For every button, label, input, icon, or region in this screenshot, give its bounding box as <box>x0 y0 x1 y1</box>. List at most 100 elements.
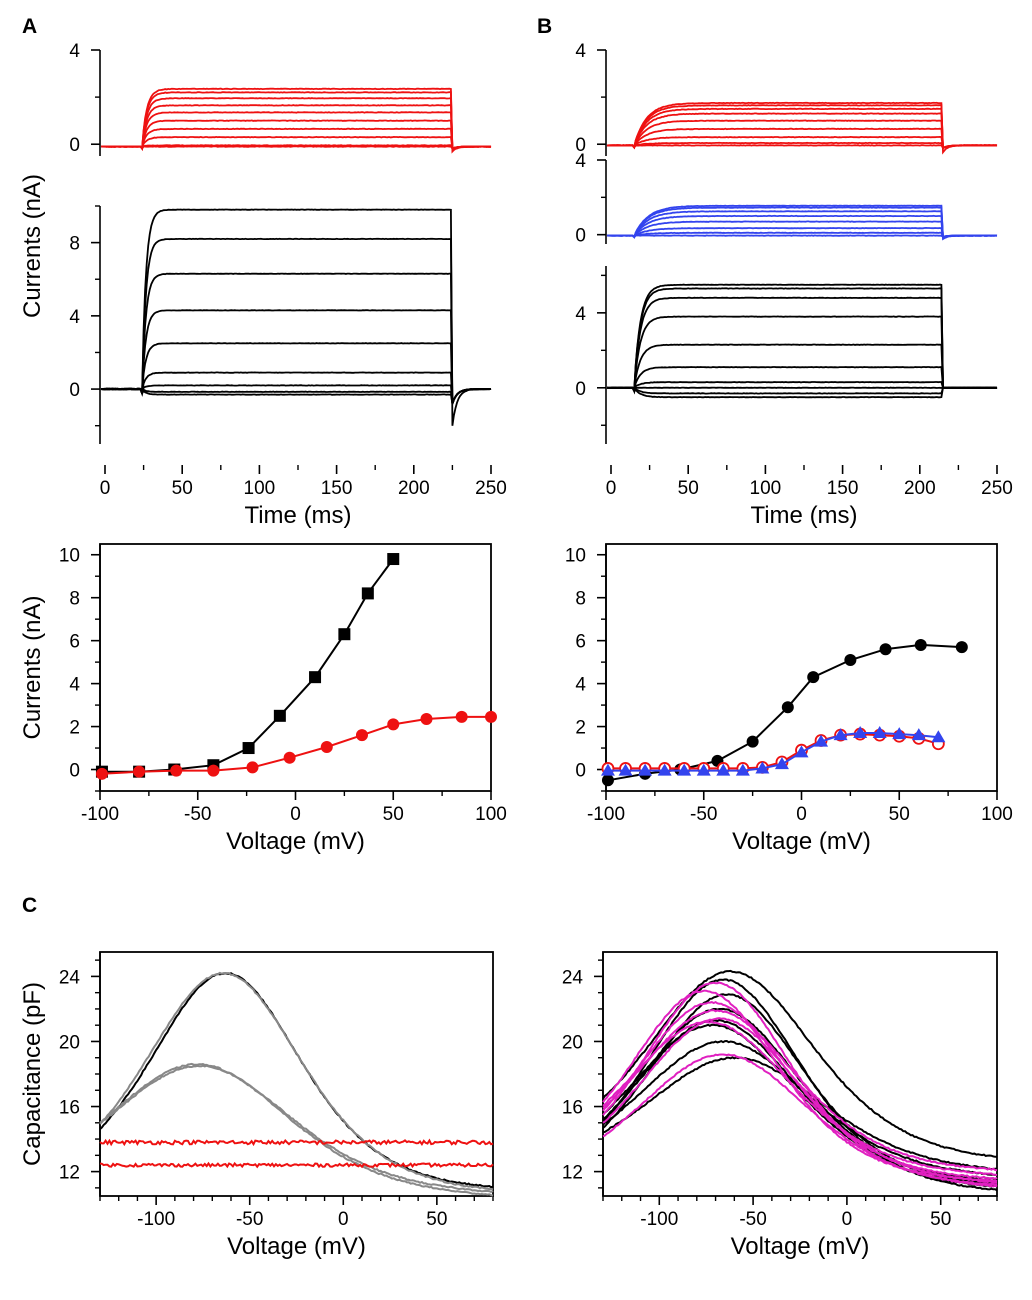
trace-blue <box>606 226 998 239</box>
x-axis-tick-label: -50 <box>739 1209 766 1230</box>
data-point-triangle <box>618 763 633 776</box>
data-point-circle <box>455 710 468 723</box>
capacitance-curve-magenta <box>602 989 998 1183</box>
x-axis-tick-label: 0 <box>842 1209 853 1230</box>
x-axis-label: Voltage (mV) <box>732 828 871 855</box>
data-point-square <box>242 742 255 755</box>
x-axis-tick-label: 250 <box>981 478 1013 499</box>
y-axis-tick-label: 8 <box>575 589 586 610</box>
x-axis-tick-label: 100 <box>981 804 1013 825</box>
data-point-circle <box>170 764 183 777</box>
trace-blue <box>607 206 998 239</box>
y-axis-tick-label: 0 <box>575 761 586 782</box>
data-point-circle <box>246 761 259 774</box>
data-point-triangle <box>814 734 829 747</box>
data-point-triangle <box>657 763 672 776</box>
data-point-triangle <box>774 757 789 770</box>
data-point-square <box>387 553 400 566</box>
data-point-triangle <box>794 745 809 758</box>
panel-label-a: A <box>22 15 37 38</box>
x-axis-tick-label: 50 <box>889 804 910 825</box>
x-axis-tick-label: 50 <box>383 804 404 825</box>
trace-blue <box>607 214 998 239</box>
trace-black <box>101 371 492 405</box>
data-point-square <box>273 709 286 722</box>
trace-black <box>606 386 997 399</box>
y-axis-tick-label: 24 <box>59 967 81 988</box>
y-axis-tick-label: 2 <box>69 718 80 739</box>
x-axis-tick-label: -100 <box>587 804 625 825</box>
trace-black <box>606 343 998 395</box>
x-axis-tick-label: -100 <box>81 804 119 825</box>
y-axis-blue-tick-label: 4 <box>575 151 586 172</box>
y-axis-tick-label: 6 <box>69 632 80 653</box>
y-axis-black-tick-label: 0 <box>575 379 586 400</box>
y-axis-tick-label: 2 <box>575 718 586 739</box>
y-axis-red-tick-label: 0 <box>69 135 80 156</box>
trace-black <box>606 296 998 395</box>
trace-blue <box>606 220 998 239</box>
series-line-red <box>101 715 491 775</box>
trace-red <box>101 119 491 151</box>
data-point-square <box>309 671 322 684</box>
x-axis-tick-label: 0 <box>606 478 617 499</box>
data-point-circle <box>844 653 857 666</box>
trace-black <box>100 272 492 405</box>
x-axis-tick-label: 150 <box>321 478 353 499</box>
capacitance-curve-gray <box>99 1062 494 1197</box>
plot-frame <box>99 543 492 792</box>
chart-C-right: 12 16 20 24 -100 -50 0 50 Voltage (mV) <box>562 951 998 1260</box>
data-point-circle <box>355 729 368 742</box>
trace-black <box>101 342 492 404</box>
data-point-circle <box>283 751 296 764</box>
trace-blue <box>607 231 997 239</box>
capacitance-curve-black <box>99 972 494 1189</box>
trace-black <box>100 208 492 426</box>
capacitance-curve-magenta <box>602 1017 998 1184</box>
capacitance-curve-black <box>602 1023 998 1182</box>
trace-black <box>606 366 997 394</box>
series-line-red <box>608 733 939 770</box>
data-point-triangle <box>600 763 615 776</box>
y-axis-label: Currents (nA) <box>19 595 46 739</box>
data-point-circle <box>387 718 400 731</box>
x-axis-label: Time (ms) <box>244 502 351 529</box>
trace-red <box>100 97 492 151</box>
trace-black <box>100 384 492 405</box>
data-point-triangle <box>853 726 868 739</box>
chart-C-left: 12 16 20 24 -100 -50 0 50 Voltage (mV) Capacitanc… <box>19 951 494 1260</box>
capacitance-curve-magenta <box>602 1020 998 1176</box>
x-axis-tick-label: -100 <box>137 1209 175 1230</box>
data-point-triangle <box>696 763 711 776</box>
trace-black <box>100 237 492 405</box>
x-axis-tick-label: 150 <box>827 478 859 499</box>
capacitance-curve-red <box>99 1161 494 1169</box>
y-axis-black-tick-label: 4 <box>69 307 80 328</box>
x-axis-tick-label: 50 <box>930 1209 951 1230</box>
x-axis-tick-label: 0 <box>100 478 111 499</box>
capacitance-curve-black <box>602 1039 998 1177</box>
y-axis-tick-label: 6 <box>575 632 586 653</box>
trace-black <box>606 287 998 395</box>
data-point-circle <box>746 735 759 748</box>
data-point-circle <box>807 671 820 684</box>
trace-black <box>100 387 492 405</box>
data-point-triangle <box>638 763 653 776</box>
x-axis-tick-label: 100 <box>475 804 507 825</box>
data-point-triangle <box>892 727 907 740</box>
trace-red <box>607 135 997 150</box>
data-point-triangle <box>677 763 692 776</box>
y-axis-tick-label: 16 <box>59 1098 80 1119</box>
data-point-circle <box>320 740 333 753</box>
y-axis-black-tick-label: 8 <box>69 234 80 255</box>
data-point-triangle <box>833 728 848 741</box>
x-axis-tick-label: 0 <box>338 1209 349 1230</box>
data-point-triangle <box>716 763 731 776</box>
y-axis-tick-label: 10 <box>565 546 586 567</box>
x-axis-label: Voltage (mV) <box>227 1233 366 1260</box>
chart-A-traces: 0 4 0 4 8 0 50 100 150 200 250 Time (ms) Currents (n… <box>19 41 507 529</box>
trace-blue <box>607 210 997 239</box>
x-axis-tick-label: -100 <box>640 1209 678 1230</box>
